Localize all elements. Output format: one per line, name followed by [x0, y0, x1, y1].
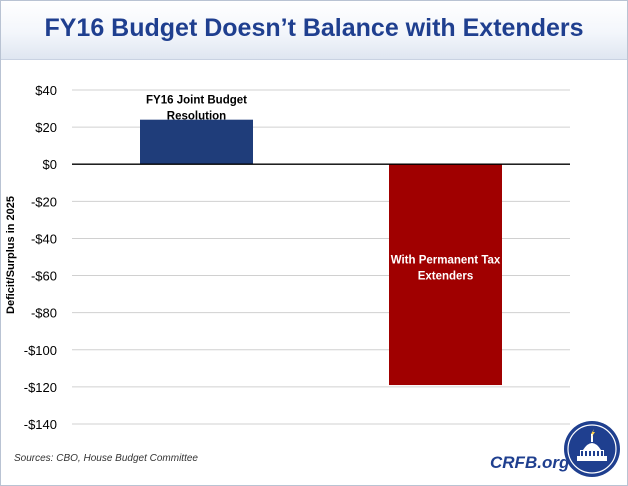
source-note: Sources: CBO, House Budget Committee — [14, 453, 198, 464]
y-tick-label: -$40 — [31, 231, 57, 246]
bar-label: Resolution — [167, 111, 226, 123]
crfb-seal-logo — [564, 421, 620, 477]
chart-title: FY16 Budget Doesn’t Balance with Extende… — [44, 14, 584, 42]
bar — [389, 164, 502, 386]
y-tick-label: -$60 — [31, 269, 57, 284]
bar-label: FY16 Joint Budget — [146, 95, 247, 107]
y-tick-label: -$100 — [24, 343, 57, 358]
bar-labels: FY16 Joint Budget Resolution With Permanen… — [146, 95, 501, 283]
bar — [140, 119, 253, 165]
bars — [140, 119, 502, 386]
y-tick-label: -$120 — [24, 380, 57, 395]
bar-label: With Permanent Tax — [391, 255, 501, 267]
y-tick-label: -$20 — [31, 194, 57, 209]
y-axis-label: Deficit/Surplus in 2025 — [5, 196, 17, 314]
y-tick-label: $20 — [35, 120, 57, 135]
bar-label: Extenders — [418, 271, 474, 283]
y-tick-label: $40 — [35, 83, 57, 98]
y-tick-label: $0 — [43, 157, 57, 172]
y-axis-ticks: $40 $20 $0 -$20 -$40 -$60 -$80 -$100 -$120 -$140 — [24, 83, 57, 432]
y-tick-label: -$140 — [24, 417, 57, 432]
title-bar — [1, 1, 627, 60]
brand-name: CRFB.org — [490, 453, 570, 472]
y-tick-label: -$80 — [31, 306, 57, 321]
